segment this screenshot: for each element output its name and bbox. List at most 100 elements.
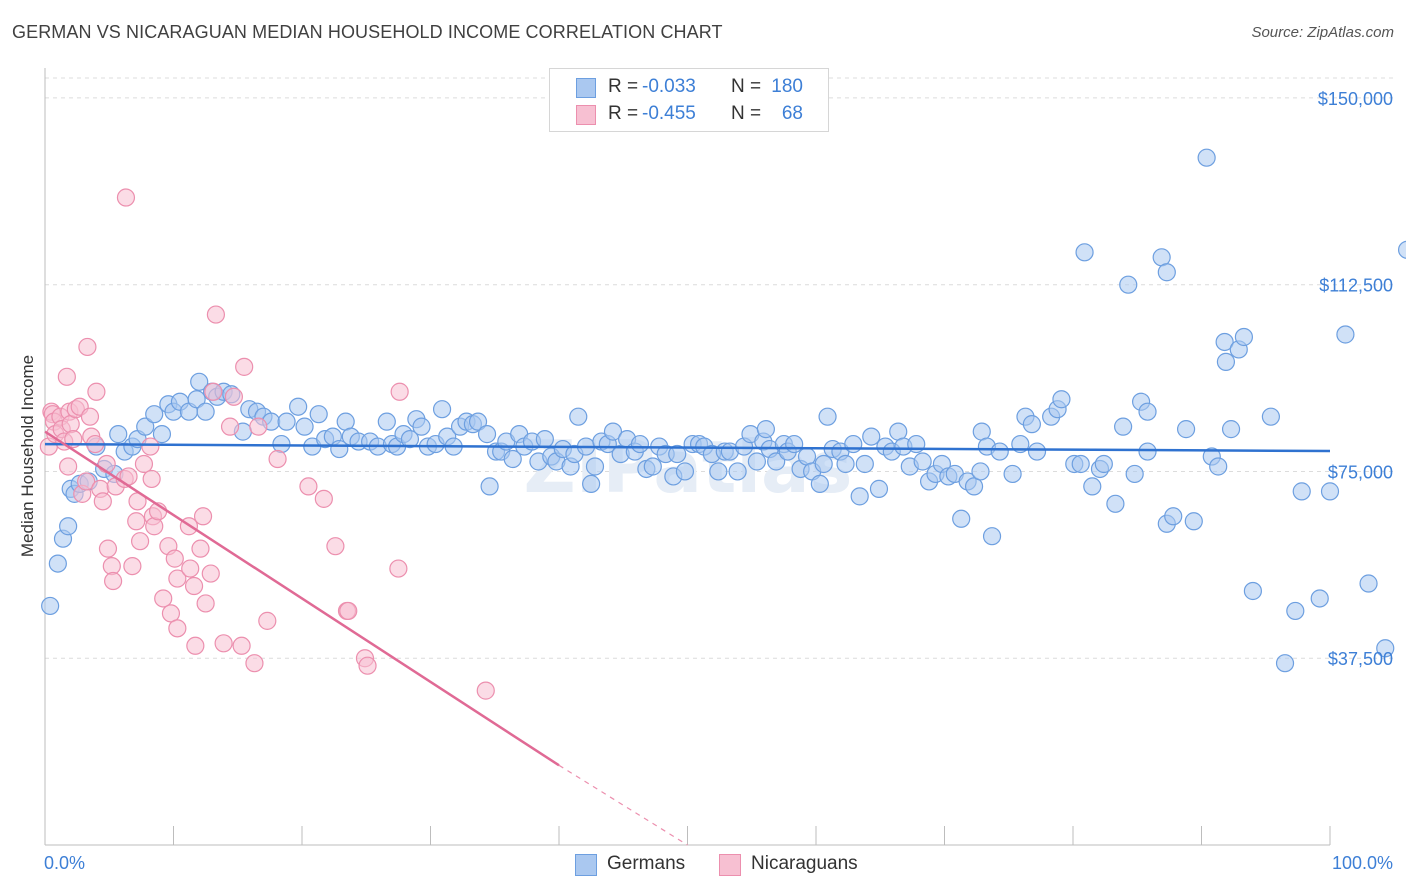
nicaraguan-point: [87, 382, 106, 401]
german-point: [187, 390, 206, 409]
german-point: [1094, 454, 1113, 474]
nicaraguan-point: [168, 569, 187, 588]
german-point: [59, 517, 78, 536]
germans-legend-swatch: [575, 854, 597, 876]
german-point: [152, 425, 172, 444]
x-tick-label: 100.0%: [1332, 853, 1393, 873]
nicaraguan-point: [224, 387, 243, 406]
german-point: [477, 425, 497, 444]
german-point: [971, 462, 990, 481]
nicaraguan-point: [123, 556, 142, 576]
r-label: R =: [608, 76, 639, 97]
german-point: [582, 474, 601, 494]
nicaraguan-point: [104, 571, 123, 591]
german-point: [810, 474, 829, 494]
y-tick-label: $112,500: [1319, 276, 1393, 296]
german-point: [990, 442, 1009, 461]
german-point: [468, 412, 488, 431]
german-point: [1157, 263, 1176, 282]
german-point: [190, 372, 209, 391]
nicaraguan-point: [232, 636, 251, 655]
german-point: [1359, 574, 1378, 593]
german-point: [1292, 482, 1311, 501]
legend-label: Germans: [607, 853, 686, 874]
legend-label: Nicaraguans: [751, 853, 858, 874]
nicaraguan-point: [268, 449, 287, 469]
german-point: [603, 422, 623, 441]
german-point: [869, 479, 889, 498]
german-point: [747, 452, 766, 471]
german-point: [767, 452, 786, 471]
nicaraguan-point: [196, 594, 215, 613]
nicaraguan-point: [326, 537, 345, 556]
y-tick-label: $37,500: [1328, 649, 1393, 669]
n-value: 68: [781, 103, 803, 124]
german-point: [309, 405, 328, 424]
nicaraguan-point: [258, 611, 277, 630]
nicaraguan-point: [116, 188, 136, 207]
nicaraguan-point: [204, 382, 223, 401]
german-point: [1286, 601, 1305, 621]
german-point: [836, 454, 855, 474]
nicaraguan-point: [476, 681, 495, 700]
german-point: [1138, 442, 1157, 461]
german-point: [814, 454, 833, 474]
german-point: [1022, 415, 1041, 434]
nicaraguan-point: [181, 559, 200, 578]
r-value: -0.033: [642, 76, 696, 97]
german-point: [289, 397, 308, 416]
nicaraguan-point: [339, 601, 358, 621]
source-label: Source: ZipAtlas.com: [1251, 24, 1394, 41]
n-label: N =: [731, 76, 762, 97]
german-point: [756, 420, 775, 439]
n-value: 180: [771, 76, 803, 97]
german-point: [1052, 390, 1071, 409]
german-point: [1243, 581, 1263, 601]
nicaraguan-point: [249, 417, 268, 436]
german-point: [136, 417, 155, 436]
nicaraguan-point: [168, 619, 187, 638]
german-point: [1336, 325, 1355, 344]
x-tick-label: 0.0%: [44, 853, 85, 873]
nicaraguan-point: [80, 407, 100, 426]
nicaraguan-point: [191, 539, 210, 558]
german-point: [850, 487, 869, 506]
nicaraguan-point: [77, 472, 96, 491]
german-point: [630, 434, 650, 454]
german-point: [709, 462, 728, 481]
trendlines: [44, 430, 1331, 846]
german-point: [1176, 420, 1196, 439]
tick-labels: $150,000 $112,500 $75,000 $37,500 0.0% 100.0%: [44, 89, 1393, 873]
nicaraguan-point: [235, 357, 254, 376]
german-point: [145, 405, 164, 424]
german-point: [668, 444, 687, 464]
german-point: [535, 429, 554, 449]
german-point: [862, 427, 881, 446]
german-point: [1106, 494, 1125, 513]
german-point: [41, 596, 60, 616]
germans-swatch: [576, 78, 596, 98]
r-label: R =: [608, 103, 639, 124]
german-point: [1209, 457, 1228, 476]
german-point: [480, 477, 499, 496]
german-point: [1261, 407, 1280, 426]
german-point: [1071, 454, 1090, 474]
german-point: [412, 417, 431, 436]
nicaraguan-point: [93, 492, 112, 511]
nicaraguan-point: [141, 437, 160, 456]
german-point: [952, 509, 971, 528]
german-point: [400, 429, 420, 449]
nicaraguan-point: [184, 576, 204, 596]
german-point: [982, 527, 1002, 546]
nicaraguan-point: [57, 367, 76, 386]
german-point: [913, 452, 932, 471]
german-point: [1114, 417, 1133, 436]
german-point: [1164, 507, 1183, 526]
nicaraguan-point: [78, 337, 97, 357]
german-point: [1125, 464, 1144, 484]
stats-box: R = -0.033 N = 180 R = -0.455 N = 68: [549, 68, 829, 132]
german-point: [1027, 442, 1047, 461]
german-point: [432, 400, 452, 419]
german-point: [503, 449, 522, 469]
german-point: [785, 434, 804, 454]
